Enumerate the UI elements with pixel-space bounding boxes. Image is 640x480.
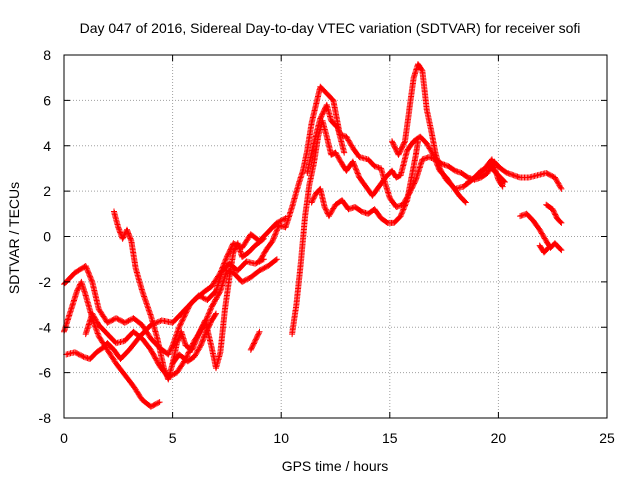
y-tick-label: -8 — [39, 410, 52, 426]
y-axis-label: SDTVAR / TECUs — [6, 182, 22, 294]
x-tick-label: 20 — [491, 430, 507, 446]
tick-labels: 0 5 10 15 20 25 -8 -6 -4 -2 0 2 4 6 8 — [39, 47, 615, 446]
axis-ticks — [63, 54, 608, 419]
series-trace-16 — [543, 201, 565, 226]
series-markers — [247, 328, 263, 353]
series-markers — [462, 156, 506, 190]
series-trace-11 — [304, 101, 348, 176]
series-markers — [543, 201, 565, 226]
series-trace-13 — [462, 156, 506, 190]
series-trace-14 — [517, 210, 565, 254]
series-trace-5 — [111, 208, 267, 383]
series-markers — [111, 208, 267, 383]
x-tick-label: 25 — [599, 430, 615, 446]
series-trace-7 — [247, 328, 263, 353]
x-tick-label: 10 — [273, 430, 289, 446]
series-markers — [308, 138, 421, 226]
x-tick-label: 5 — [169, 430, 177, 446]
series-markers — [256, 83, 565, 265]
x-tick-label: 15 — [382, 430, 398, 446]
series-markers — [289, 117, 469, 338]
y-tick-label: 6 — [43, 92, 51, 108]
y-tick-label: -4 — [39, 319, 52, 335]
series-trace-6 — [169, 310, 219, 367]
y-tick-label: -6 — [39, 365, 52, 381]
data-marks — [61, 61, 565, 410]
series-markers — [304, 101, 348, 176]
chart-title: Day 047 of 2016, Sidereal Day-to-day VTE… — [80, 20, 581, 36]
series-markers — [169, 310, 219, 367]
series-trace-15 — [536, 242, 552, 256]
series-trace-8 — [256, 83, 565, 265]
y-tick-label: 4 — [43, 138, 51, 154]
y-tick-label: 2 — [43, 183, 51, 199]
series-markers — [389, 61, 508, 192]
y-tick-label: 8 — [43, 47, 51, 63]
series-trace-9 — [289, 117, 469, 338]
y-tick-label: -2 — [39, 274, 52, 290]
series-markers — [536, 242, 552, 256]
series-trace-12 — [389, 61, 508, 192]
x-axis-label: GPS time / hours — [282, 458, 389, 474]
series-markers — [517, 210, 565, 254]
y-tick-label: 0 — [43, 229, 51, 245]
series-trace-10 — [308, 138, 421, 226]
x-tick-label: 0 — [60, 430, 68, 446]
